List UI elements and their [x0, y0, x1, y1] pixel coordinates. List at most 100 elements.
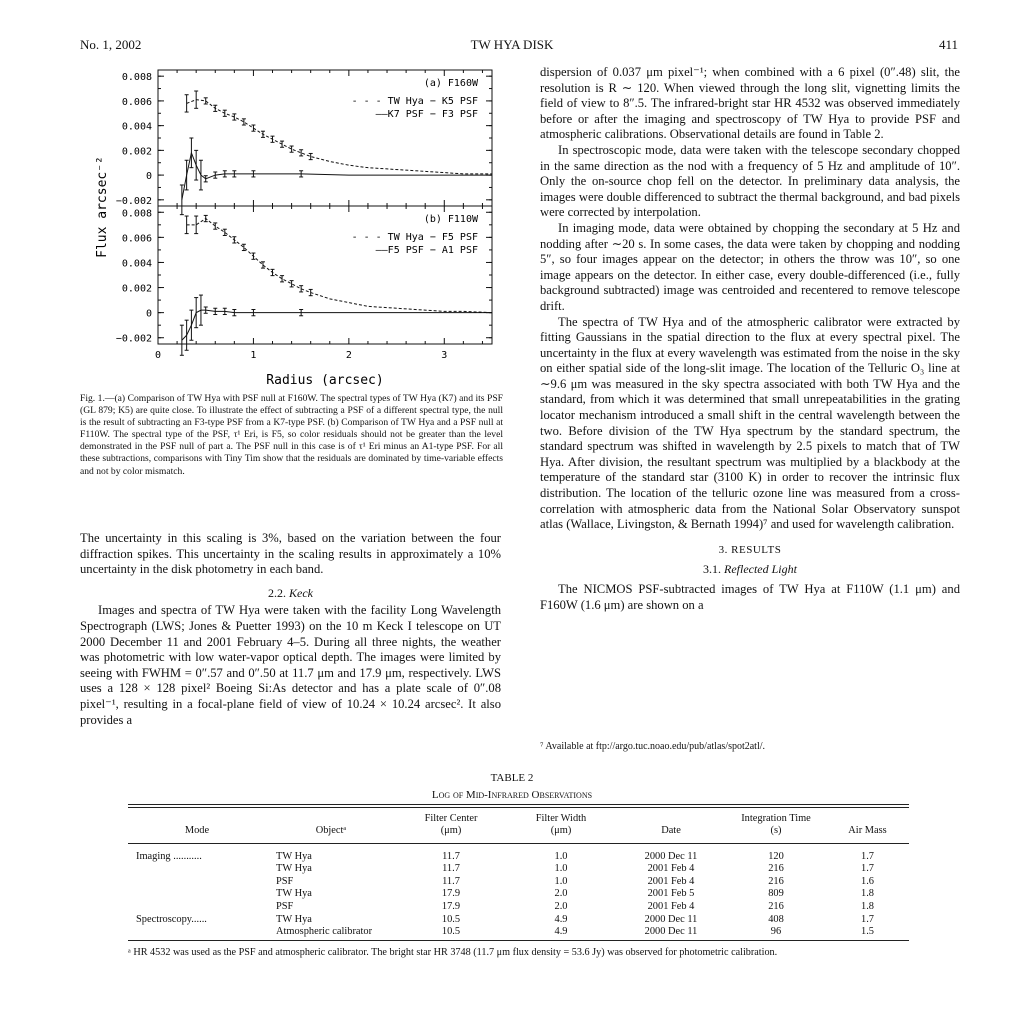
column-header: Objectᵃ: [315, 825, 347, 837]
table-cell: 2.0: [554, 888, 568, 900]
table-cell: PSF: [276, 875, 294, 887]
table-cell: [128, 862, 266, 875]
table-cell: 1.0: [554, 850, 568, 862]
table-cell: 10.5: [441, 913, 461, 925]
table-cell: 216: [768, 863, 784, 875]
y-tick-label: 0: [146, 309, 152, 320]
y-tick-label: 0.006: [122, 233, 152, 244]
table-cell: 2000 Dec 11: [644, 926, 698, 938]
legend-entry: ——K7 PSF − F3 PSF: [376, 109, 478, 120]
table-cell: 4.9: [554, 926, 568, 938]
x-axis-label: Radius (arcsec): [266, 373, 383, 388]
table-cell: TW Hya: [276, 850, 312, 862]
paragraph: The uncertainty in this scaling is 3%, b…: [80, 531, 501, 577]
y-tick-label: 0.008: [122, 208, 152, 219]
table-cell: 2001 Feb 4: [647, 863, 695, 875]
x-tick-label: 1: [250, 350, 256, 361]
table-row: PSF 11.7 1.0 2001 Feb 4 216 1.6: [128, 875, 909, 888]
table-row: Imaging ........... TW Hya 11.7 1.0 2000 Dec…: [128, 850, 909, 863]
subsection-heading: 3.1. Reflected Light: [540, 562, 960, 578]
legend-entry: ——F5 PSF − A1 PSF: [376, 245, 478, 256]
table-cell: 1.7: [861, 863, 874, 875]
column-unit: (μm): [550, 825, 572, 837]
table-cell: 2001 Feb 4: [647, 900, 695, 912]
table-cell: TW Hya: [276, 863, 312, 875]
section-number: 2.2.: [268, 585, 286, 600]
table-cell: 11.7: [442, 875, 460, 887]
running-header-left: No. 1, 2002: [80, 37, 142, 52]
column-header: Mode: [184, 825, 210, 837]
y-tick-label: 0.008: [122, 72, 152, 83]
table-title: Log of Mid-Infrared Observations: [431, 789, 593, 801]
column-header: Filter Center: [424, 812, 478, 824]
table-cell: 10.5: [441, 926, 461, 938]
table-cell: 1.7: [861, 913, 874, 925]
series-line: [186, 217, 493, 314]
y-tick-label: 0.004: [122, 122, 152, 133]
paragraph: dispersion of 0.037 μm pixel⁻¹; when com…: [540, 65, 960, 142]
series-line: [186, 99, 492, 175]
right-column: dispersion of 0.037 μm pixel⁻¹; when com…: [540, 65, 960, 613]
table-cell: 1.0: [554, 863, 568, 875]
table-cell: 96: [770, 926, 782, 938]
table-cell: Atmospheric calibrator: [276, 926, 373, 938]
y-tick-label: 0.006: [122, 97, 152, 108]
table-cell: [128, 925, 266, 938]
table-cell: 1.8: [861, 888, 874, 900]
table-row: Atmospheric calibrator 10.5 4.9 2000 Dec 11…: [128, 925, 909, 938]
table-cell: 1.5: [861, 926, 874, 938]
observation-log-table: Filter Center Filter Width Integration T…: [128, 806, 909, 938]
table-cell: 2001 Feb 4: [647, 875, 695, 887]
paragraph: In spectroscopic mode, data were taken w…: [540, 142, 960, 220]
section-title: Reflected Light: [724, 562, 797, 577]
left-column: The uncertainty in this scaling is 3%, b…: [80, 531, 501, 728]
table-label: TABLE 2: [490, 772, 534, 784]
table-row: TW Hya 11.7 1.0 2001 Feb 4 216 1.7: [128, 862, 909, 875]
y-tick-label: −0.002: [116, 196, 152, 207]
legend-entry: - - - TW Hya − K5 PSF: [352, 96, 478, 107]
table-cell: 216: [768, 875, 784, 887]
legend-entry: - - - TW Hya − F5 PSF: [352, 232, 478, 243]
table-cell: [128, 888, 266, 901]
table-row: Spectroscopy...... TW Hya 10.5 4.9 2000 Dec …: [128, 913, 909, 926]
column-header: Filter Width: [535, 812, 587, 824]
table-bottom-rule: [128, 940, 909, 941]
table-top-rule: [128, 804, 909, 805]
table-cell: TW Hya: [276, 888, 312, 900]
figure-1-caption: Fig. 1.—(a) Comparison of TW Hya with PS…: [80, 393, 503, 477]
table-row: TW Hya 17.9 2.0 2001 Feb 5 809 1.8: [128, 888, 909, 901]
table-top-rule: [128, 807, 909, 808]
paragraph: The NICMOS PSF-subtracted images of TW H…: [540, 582, 960, 612]
table-cell: TW Hya: [276, 913, 312, 925]
table-cell: 17.9: [441, 900, 461, 912]
section-title: Keck: [289, 585, 313, 600]
table-cell: 2000 Dec 11: [644, 913, 698, 925]
column-header: Air Mass: [848, 825, 887, 837]
series-line: [181, 309, 492, 341]
table-header-rule: [128, 843, 909, 844]
section-number: 3.1.: [703, 562, 721, 577]
section-heading: 3. RESULTS: [718, 543, 782, 556]
section-heading: 2.2. Keck: [80, 586, 501, 602]
table-cell: 1.7: [861, 850, 874, 862]
y-tick-label: 0.002: [122, 284, 152, 295]
y-tick-label: 0: [146, 171, 152, 182]
panel-label: (b) F110W: [424, 214, 479, 225]
column-header: Integration Time: [741, 812, 811, 824]
table-cell: 809: [768, 888, 784, 900]
x-tick-label: 2: [346, 350, 352, 361]
y-tick-label: −0.002: [116, 334, 152, 345]
column-unit: (μm): [440, 825, 462, 837]
panel-label: (a) F160W: [424, 78, 479, 89]
table-cell: 2.0: [554, 900, 568, 912]
table-cell: [128, 900, 266, 913]
running-header-title: TW HYA DISK: [470, 37, 554, 52]
table-cell: 2000 Dec 11: [644, 850, 698, 862]
x-tick-label: 0: [155, 350, 161, 361]
paragraph: In imaging mode, data were obtained by c…: [540, 220, 960, 313]
table-cell: 216: [768, 900, 784, 912]
table-cell: 11.7: [442, 863, 460, 875]
paragraph: The spectra of TW Hya and of the atmosph…: [540, 314, 960, 532]
table-cell: Spectroscopy......: [136, 913, 207, 925]
